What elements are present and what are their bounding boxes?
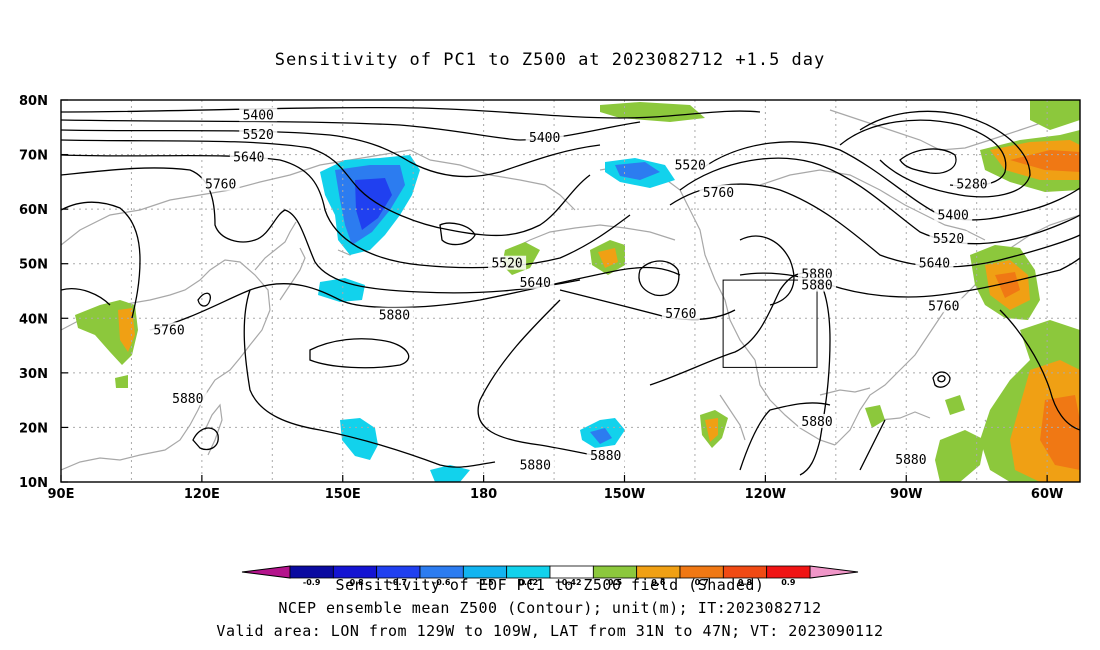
lon-tick-label: 180 xyxy=(470,487,497,502)
contour-label: 5760 xyxy=(703,186,734,201)
lon-tick-label: 90W xyxy=(890,487,922,502)
colorbar-tick-label: -0.8 xyxy=(346,578,364,587)
contour-label: 5520 xyxy=(675,158,706,173)
graticule xyxy=(61,100,1080,482)
sensitivity-shading xyxy=(75,100,1080,482)
contour-label: 5520 xyxy=(491,257,522,272)
contour-label: 5880 xyxy=(801,415,832,430)
colorbar-tick-label: 0.8 xyxy=(738,578,753,587)
contour-label: 5760 xyxy=(205,178,236,193)
contour-label: 5520 xyxy=(933,232,964,247)
colorbar-tick-label: -0.5 xyxy=(476,578,494,587)
contour-label: 5880 xyxy=(520,459,551,474)
lon-tick-label: 150W xyxy=(604,487,645,502)
contour-label: 5880 xyxy=(379,309,410,324)
colorbar-tick-label: 0.5 xyxy=(608,578,623,587)
colorbar-swatch xyxy=(766,565,811,579)
valid-area-box xyxy=(722,279,818,368)
map-frame xyxy=(60,99,1081,483)
contour-label: 5640 xyxy=(520,276,551,291)
contour-label: 5400 xyxy=(243,108,274,123)
caption-contour: NCEP ensemble mean Z500 (Contour); unit(… xyxy=(278,599,822,617)
contour-label: 5400 xyxy=(938,209,969,224)
colorbar-tick-label: -0.9 xyxy=(303,578,321,587)
lat-tick-label: 10N xyxy=(19,476,48,491)
lat-tick-label: 70N xyxy=(19,149,48,164)
contour-label: 5880 xyxy=(172,392,203,407)
lon-tick-label: 90E xyxy=(48,487,75,502)
contour-label: 5880 xyxy=(895,453,926,468)
chart-title: Sensitivity of PC1 to Z500 at 2023082712… xyxy=(274,50,826,70)
latitude-axis: 80N 70N 60N 50N 40N 30N 20N 10N xyxy=(19,94,68,491)
colorbar-tick-label: -0.7 xyxy=(390,578,408,587)
contour-label: 5640 xyxy=(233,150,264,165)
lat-tick-label: 30N xyxy=(19,367,48,382)
colorbar-tick-label: 0.6 xyxy=(651,578,666,587)
z500-contours xyxy=(61,106,1080,476)
lat-tick-label: 20N xyxy=(19,421,48,436)
contour-label: 5640 xyxy=(919,257,950,272)
contour-label: 5520 xyxy=(243,128,274,143)
colorbar: -0.9 -0.8 -0.7 -0.6 -0.5 0.42 0.42 0.5 0.6 0.7 0.8… xyxy=(241,565,859,587)
colorbar-tick-label: -0.6 xyxy=(433,578,451,587)
colorbar-tick-label: 0.42 xyxy=(562,578,582,587)
lon-tick-label: 60W xyxy=(1031,487,1063,502)
contour-label: 5880 xyxy=(590,449,621,464)
colorbar-tick-label: 0.9 xyxy=(781,578,796,587)
caption-valid-area: Valid area: LON from 129W to 109W, LAT f… xyxy=(216,622,884,640)
contour-label: 5280 xyxy=(956,178,987,193)
lat-tick-label: 80N xyxy=(19,94,48,109)
lon-tick-label: 120E xyxy=(184,487,220,502)
contour-label: 5760 xyxy=(153,323,184,338)
contour-label: 5760 xyxy=(665,307,696,322)
contour-label: 5760 xyxy=(928,299,959,314)
lat-tick-label: 40N xyxy=(19,312,48,327)
colorbar-tick-label: 0.7 xyxy=(695,578,709,587)
lat-tick-label: 50N xyxy=(19,258,48,273)
contour-label: 5400 xyxy=(529,131,560,146)
lon-tick-label: 150E xyxy=(325,487,361,502)
lon-tick-label: 120W xyxy=(745,487,786,502)
contour-label: 5880 xyxy=(801,279,832,294)
colorbar-tick-label: 0.42 xyxy=(518,578,538,587)
caption-shading: Sensitivity of EOF PC1 to Z500 field (Sh… xyxy=(335,576,765,594)
longitude-axis: 90E 120E 150E 180 150W 120W 90W 60W xyxy=(48,475,1063,502)
map-area: 5400 5520 5640 5760 5400 5520 5640 5880 5760 5880… xyxy=(61,100,1080,482)
contour-label-layer: 5400 5520 5640 5760 5400 5520 5640 5880 5760 5880… xyxy=(150,107,991,474)
lat-tick-label: 60N xyxy=(19,203,48,218)
